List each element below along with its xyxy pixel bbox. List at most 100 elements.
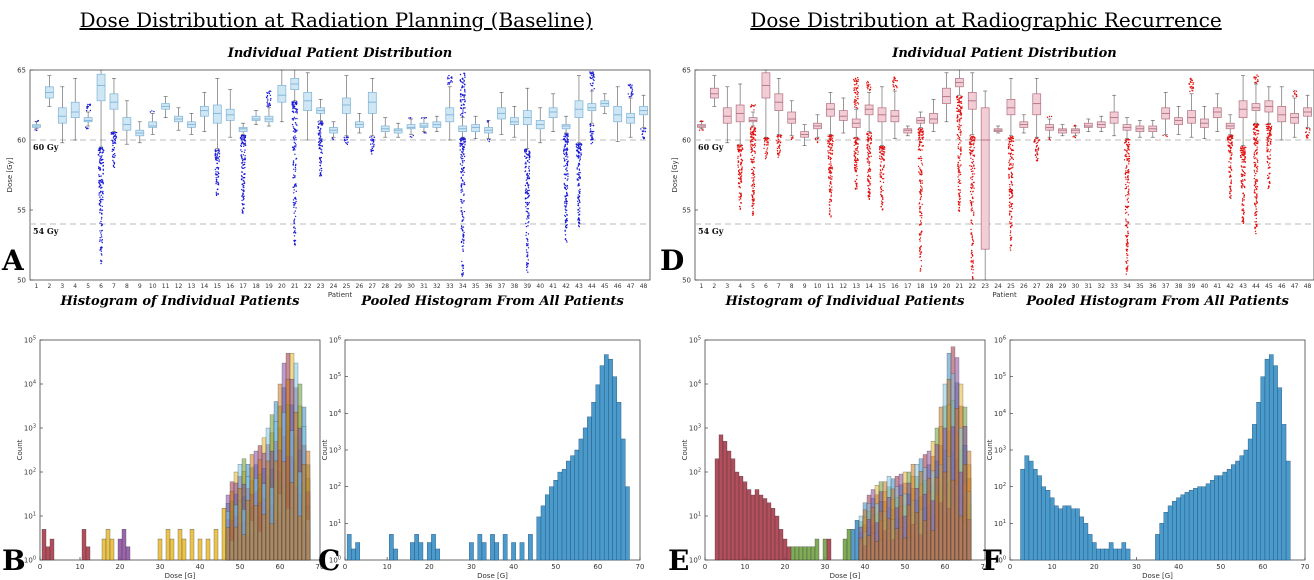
panel-a-outlier-dot: [460, 107, 462, 109]
panel-a-outlier-dot: [295, 207, 297, 209]
panel-d-outlier-dot: [1008, 152, 1010, 155]
panel-d-outlier-dot: [1011, 215, 1013, 218]
panel-d-outlier-dot: [866, 158, 868, 160]
panel-d-outlier-dot: [957, 155, 959, 157]
panel-a-outlier-dot: [268, 92, 271, 95]
panel-b-bar: [253, 505, 259, 561]
panel-a-outlier-dot: [526, 174, 528, 176]
panel-d-outlier-dot: [738, 174, 741, 176]
panel-a-outlier-dot: [243, 195, 245, 197]
panel-a-outlier-dot: [149, 111, 152, 113]
panel-d-outlier-dot: [973, 213, 975, 215]
panel-d-outlier-dot: [974, 138, 976, 140]
panel-d-outlier-dot: [867, 148, 869, 150]
panel-a-outlier-dot: [528, 161, 530, 164]
panel-d-outlier-dot: [753, 202, 755, 205]
panel-d-outlier-dot: [1243, 172, 1246, 174]
panel-a-outlier-dot: [112, 142, 114, 145]
panel-d-outlier-dot: [878, 148, 881, 151]
panel-a-outlier-dot: [566, 187, 569, 189]
panel-a-outlier-dot: [100, 253, 103, 255]
panel-d-xtick-label: 1: [700, 283, 704, 290]
panel-d-outlier-dot: [957, 162, 960, 164]
panel-a-outlier-dot: [460, 184, 463, 187]
panel-a-outlier-dot: [293, 197, 296, 199]
panel-d-outlier-dot: [1009, 247, 1011, 249]
panel-d-outlier-dot: [973, 147, 975, 149]
panel-a-outlier-dot: [295, 185, 297, 187]
panel-d-outlier-dot: [1240, 148, 1242, 150]
panel-d-outlier-dot: [1270, 133, 1272, 135]
panel-d-outlier-dot: [1227, 141, 1230, 143]
panel-d-outlier-dot: [1127, 185, 1129, 187]
panel-c-bar: [599, 365, 605, 561]
panel-d-outlier-dot: [1162, 134, 1164, 137]
panel-a-outlier-dot: [567, 175, 569, 177]
panel-d-outlier-dot: [830, 138, 833, 140]
panel-d-outlier-dot: [829, 156, 831, 159]
panel-a-outlier-dot: [524, 197, 527, 199]
panel-a-outlier-dot: [567, 160, 569, 162]
panel-a-outlier-dot: [630, 95, 632, 98]
panel-a-outlier-dot: [463, 148, 465, 150]
panel-d-outlier-dot: [1268, 185, 1270, 187]
panel-a-outlier-dot: [566, 133, 569, 136]
panel-a-outlier-dot: [242, 207, 244, 209]
panel-d-outlier-dot: [753, 185, 756, 188]
panel-d-outlier-dot: [855, 87, 858, 90]
panel-a-outlier-dot: [112, 144, 114, 147]
panel-d-outlier-dot: [1242, 161, 1245, 163]
panel-d-outlier-dot: [1265, 123, 1267, 126]
panel-d-outlier-dot: [855, 104, 857, 107]
panel-d-outlier-dot: [880, 165, 882, 167]
panel-a-outlier-dot: [99, 185, 101, 187]
panel-d-outlier-dot: [866, 139, 868, 141]
panel-d-outlier-dot: [749, 136, 752, 138]
panel-a-outlier-dot: [370, 139, 372, 141]
panel-a-outlier-dot: [578, 219, 581, 222]
panel-d-xtick-label: 3: [725, 283, 729, 290]
panel-a-outlier-dot: [217, 184, 220, 186]
panel-d-outlier-dot: [970, 210, 972, 212]
panel-d-outlier-dot: [881, 209, 884, 211]
panel-d-xtick-label: 47: [1291, 283, 1299, 290]
panel-e-bar: [826, 538, 832, 561]
panel-d-outlier-dot: [753, 182, 755, 184]
panel-a-outlier-dot: [462, 267, 465, 269]
panel-d-outlier-dot: [970, 168, 972, 171]
panel-d-outlier-dot: [857, 146, 859, 148]
panel-a-outlier-dot: [243, 177, 245, 179]
panel-d-xtick-label: 32: [1097, 283, 1105, 290]
panel-d-outlier-dot: [961, 106, 963, 108]
panel-d-outlier-dot: [750, 143, 752, 145]
panel-d-outlier-dot: [1253, 156, 1255, 158]
panel-d-outlier-dot: [894, 84, 897, 87]
panel-a-xtick-label: 40: [536, 283, 544, 290]
panel-a-outlier-dot: [461, 164, 463, 166]
panel-a-outlier-dot: [115, 131, 118, 134]
panel-a-outlier-dot: [266, 101, 268, 104]
panel-a-outlier-dot: [577, 157, 579, 159]
panel-d-xtick-label: 35: [1136, 283, 1144, 290]
panel-a-outlier-dot: [295, 102, 297, 105]
panel-a-outlier-dot: [266, 105, 268, 107]
panel-a-outlier-dot: [102, 169, 105, 171]
panel-d-outlier-dot: [866, 147, 868, 149]
panel-d-outlier-dot: [777, 153, 779, 156]
panel-d-outlier-dot: [1255, 200, 1258, 202]
panel-d-outlier-dot: [1165, 135, 1167, 137]
panel-d-outlier-dot: [868, 188, 870, 190]
panel-d-outlier-dot: [918, 146, 920, 148]
panel-d-outlier-dot: [827, 145, 830, 147]
panel-d-outlier-dot: [956, 107, 959, 110]
panel-a-outlier-dot: [319, 136, 322, 138]
panel-d-outlier-dot: [829, 175, 832, 177]
panel-d-outlier-dot: [1255, 196, 1258, 198]
panel-d-outlier-dot: [1229, 139, 1232, 141]
panel-a-outlier-dot: [564, 234, 567, 236]
panel-d-outlier-dot: [957, 181, 959, 183]
panel-d-outlier-dot: [814, 137, 816, 140]
panel-d-outlier-dot: [737, 177, 740, 179]
panel-a-outlier-dot: [100, 175, 102, 177]
panel-d-outlier-dot: [829, 170, 831, 173]
